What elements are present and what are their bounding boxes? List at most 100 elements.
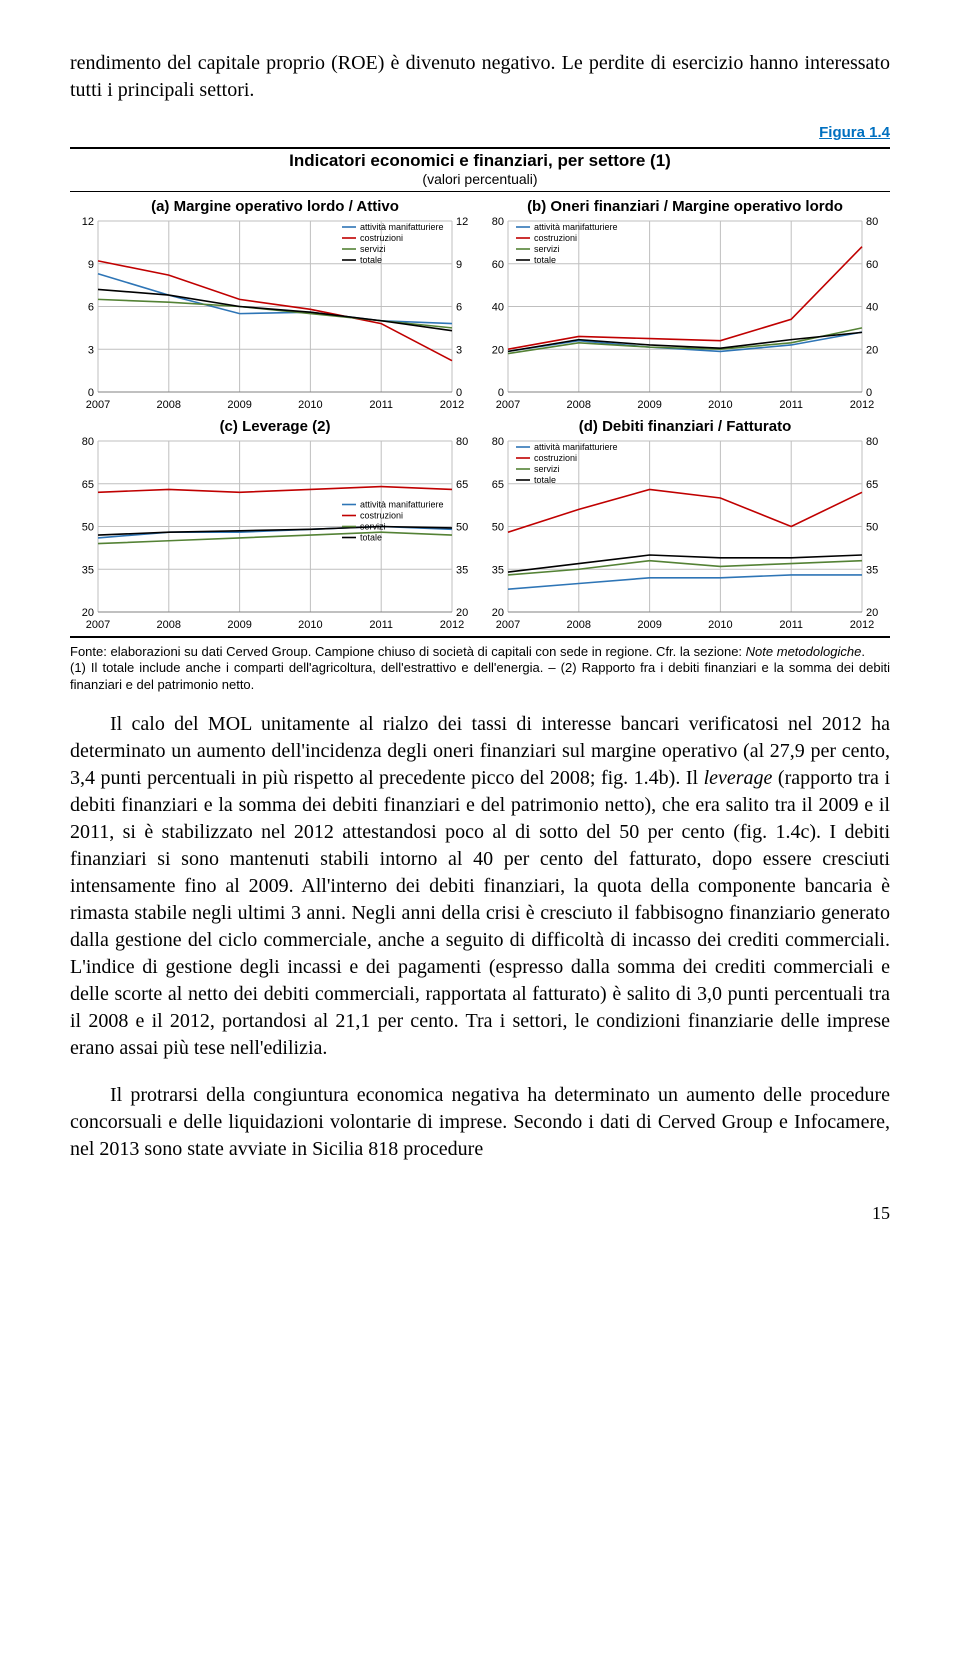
svg-text:2008: 2008 [157,619,181,631]
figure-label: Figura 1.4 [70,124,890,141]
svg-text:0: 0 [456,387,462,399]
svg-text:20: 20 [866,344,878,356]
svg-text:2011: 2011 [369,619,393,631]
chart-b-svg: 0 0 20 20 40 40 60 60 80 80 2007 2008 2009 2010 2011 20… [480,217,890,412]
svg-text:2010: 2010 [708,399,732,411]
svg-text:attività manifatturiere: attività manifatturiere [534,442,618,452]
chart-title-c: (c) Leverage (2) [70,418,480,435]
svg-text:0: 0 [88,387,94,399]
svg-text:65: 65 [82,479,94,491]
svg-text:attività manifatturiere: attività manifatturiere [534,222,618,232]
svg-text:20: 20 [82,607,94,619]
svg-text:costruzioni: costruzioni [534,453,577,463]
svg-text:0: 0 [866,387,872,399]
svg-text:50: 50 [866,522,878,534]
svg-text:2007: 2007 [86,619,110,631]
svg-text:2012: 2012 [440,399,464,411]
svg-text:6: 6 [88,302,94,314]
svg-text:35: 35 [456,564,468,576]
svg-text:2012: 2012 [440,619,464,631]
svg-text:2012: 2012 [850,399,874,411]
svg-text:2009: 2009 [227,399,251,411]
chart-c-svg: 20 20 35 35 50 50 65 65 80 80 2007 2008 2009 2010 2011… [70,437,480,632]
figure-subtitle: (valori percentuali) [70,171,890,187]
chart-panel-a: (a) Margine operativo lordo / Attivo 0 0 3… [70,192,480,412]
svg-text:12: 12 [456,217,468,228]
svg-text:totale: totale [360,533,382,543]
svg-text:attività manifatturiere: attività manifatturiere [360,222,444,232]
svg-text:60: 60 [492,259,504,271]
charts-grid: (a) Margine operativo lordo / Attivo 0 0 3… [70,191,890,632]
svg-text:35: 35 [82,564,94,576]
svg-text:2011: 2011 [369,399,393,411]
svg-text:50: 50 [492,522,504,534]
svg-text:costruzioni: costruzioni [534,233,577,243]
svg-text:20: 20 [492,344,504,356]
svg-text:2011: 2011 [779,399,803,411]
svg-text:costruzioni: costruzioni [360,233,403,243]
svg-text:40: 40 [492,302,504,314]
chart-d-svg: 20 20 35 35 50 50 65 65 80 80 2007 2008 2009 2010 2011… [480,437,890,632]
svg-text:35: 35 [866,564,878,576]
svg-text:9: 9 [456,259,462,271]
svg-text:80: 80 [492,217,504,228]
svg-text:6: 6 [456,302,462,314]
figure-title: Indicatori economici e finanziari, per s… [70,151,890,171]
svg-text:20: 20 [492,607,504,619]
chart-title-b: (b) Oneri finanziari / Margine operativo… [480,198,890,215]
svg-text:50: 50 [456,522,468,534]
svg-text:totale: totale [534,475,556,485]
svg-text:20: 20 [866,607,878,619]
svg-text:80: 80 [492,437,504,448]
svg-text:2011: 2011 [779,619,803,631]
svg-text:2010: 2010 [708,619,732,631]
chart-panel-d: (d) Debiti finanziari / Fatturato 20 20 35… [480,412,890,632]
chart-title-d: (d) Debiti finanziari / Fatturato [480,418,890,435]
svg-text:servizi: servizi [360,522,386,532]
svg-text:servizi: servizi [534,244,560,254]
svg-text:3: 3 [88,344,94,356]
svg-text:80: 80 [82,437,94,448]
svg-text:2009: 2009 [227,619,251,631]
svg-text:2007: 2007 [496,619,520,631]
figure-footnotes: Fonte: elaborazioni su dati Cerved Group… [70,644,890,693]
svg-text:2008: 2008 [567,619,591,631]
body-paragraph-2: Il protrarsi della congiuntura economica… [70,1082,890,1163]
svg-text:65: 65 [492,479,504,491]
svg-text:servizi: servizi [534,464,560,474]
svg-text:80: 80 [456,437,468,448]
chart-a-svg: 0 0 3 3 6 6 9 9 12 12 2007 2008 2009 2010 2011 2012 atti… [70,217,480,412]
svg-text:80: 80 [866,437,878,448]
svg-text:40: 40 [866,302,878,314]
svg-text:2008: 2008 [567,399,591,411]
svg-text:65: 65 [456,479,468,491]
page-number: 15 [70,1203,890,1224]
svg-text:totale: totale [534,255,556,265]
figure-block: Indicatori economici e finanziari, per s… [70,147,890,638]
svg-text:totale: totale [360,255,382,265]
svg-text:20: 20 [456,607,468,619]
svg-text:2012: 2012 [850,619,874,631]
svg-text:servizi: servizi [360,244,386,254]
svg-text:2010: 2010 [298,399,322,411]
svg-text:attività manifatturiere: attività manifatturiere [360,500,444,510]
svg-text:80: 80 [866,217,878,228]
svg-text:3: 3 [456,344,462,356]
svg-text:2007: 2007 [86,399,110,411]
svg-text:2007: 2007 [496,399,520,411]
body-paragraph-1: Il calo del MOL unitamente al rialzo dei… [70,711,890,1062]
intro-paragraph: rendimento del capitale proprio (ROE) è … [70,50,890,104]
svg-text:35: 35 [492,564,504,576]
svg-text:2009: 2009 [637,399,661,411]
svg-text:65: 65 [866,479,878,491]
svg-text:12: 12 [82,217,94,228]
svg-text:2010: 2010 [298,619,322,631]
chart-title-a: (a) Margine operativo lordo / Attivo [70,198,480,215]
svg-text:2008: 2008 [157,399,181,411]
svg-text:2009: 2009 [637,619,661,631]
svg-text:50: 50 [82,522,94,534]
svg-text:0: 0 [498,387,504,399]
svg-text:60: 60 [866,259,878,271]
svg-text:costruzioni: costruzioni [360,511,403,521]
svg-text:9: 9 [88,259,94,271]
